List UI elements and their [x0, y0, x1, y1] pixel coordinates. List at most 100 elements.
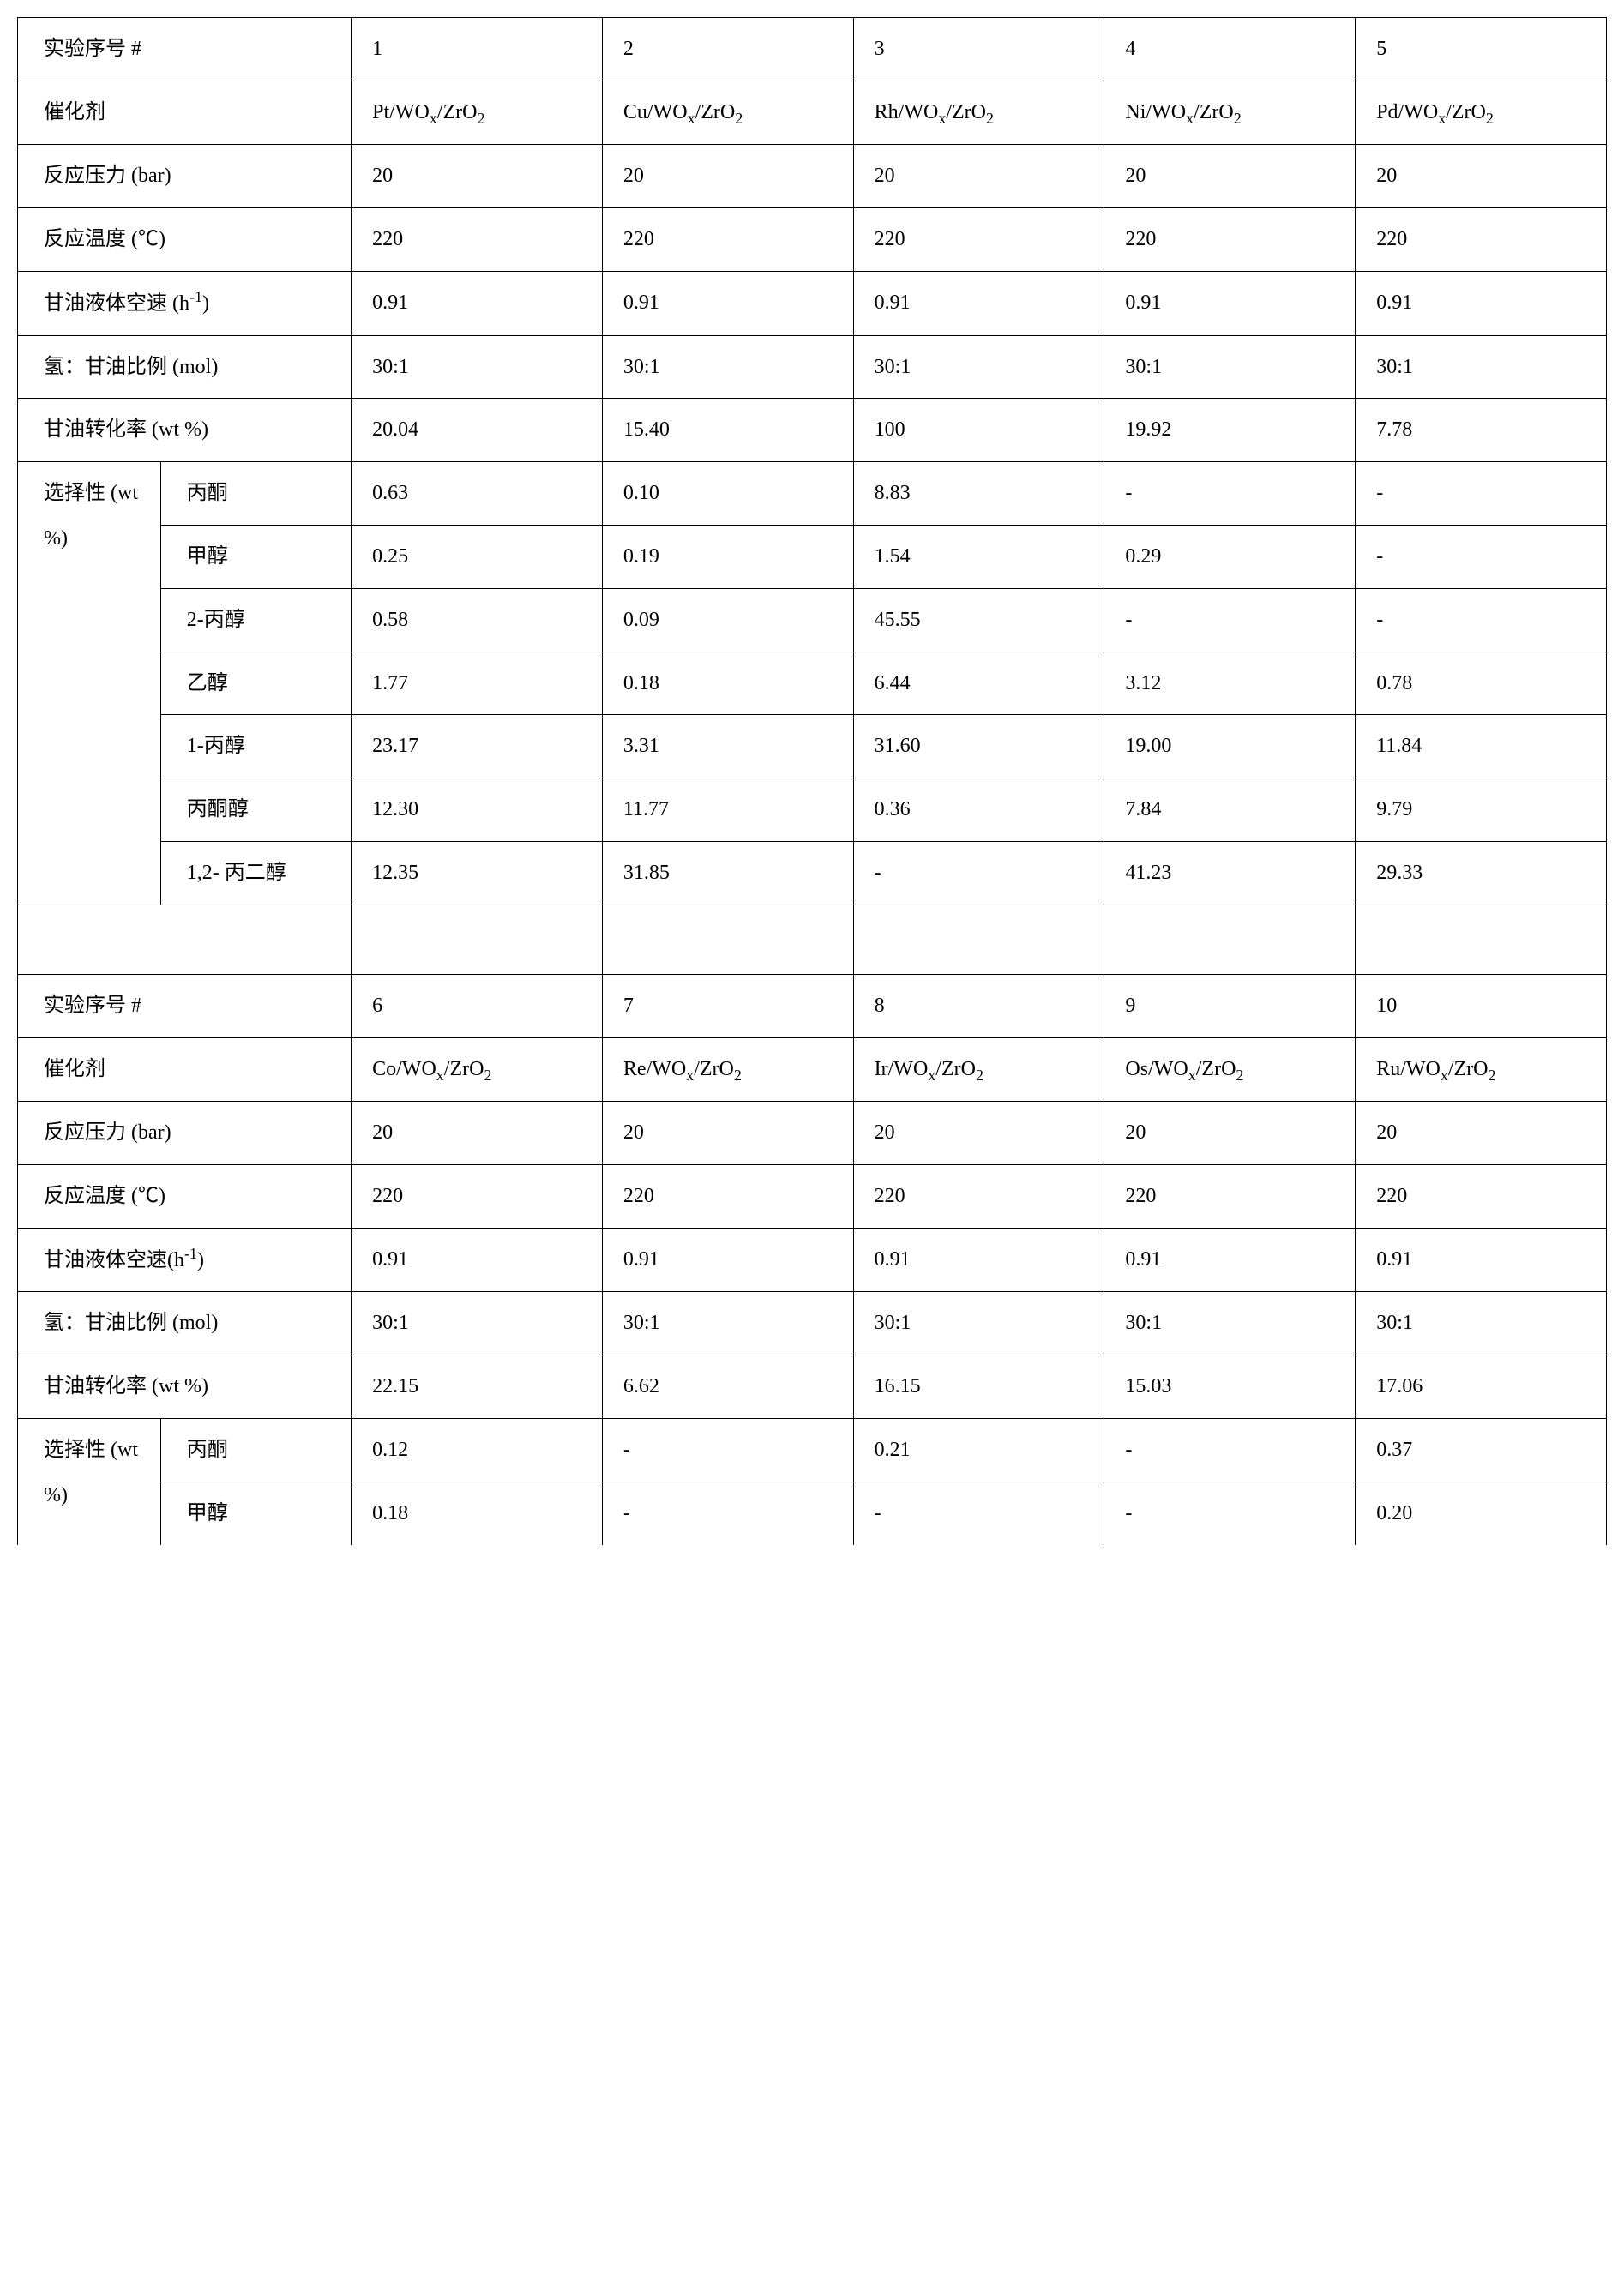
table-row: 选择性 (wt %) 丙酮 0.12 - 0.21 - 0.37: [18, 1418, 1607, 1482]
table-row: 甲醇 0.25 0.19 1.54 0.29 -: [18, 525, 1607, 588]
cell: 0.78: [1356, 652, 1607, 715]
cell: 1: [352, 18, 603, 81]
table-row: 甘油液体空速 (h-1) 0.91 0.91 0.91 0.91 0.91: [18, 271, 1607, 335]
table-row: 1,2- 丙二醇 12.35 31.85 - 41.23 29.33: [18, 841, 1607, 905]
cell: 11.84: [1356, 715, 1607, 778]
cell: 0.58: [352, 588, 603, 652]
cell: 0.91: [352, 271, 603, 335]
cell: 30:1: [853, 335, 1104, 399]
cell: -: [853, 1482, 1104, 1544]
row-label: 催化剂: [18, 1037, 352, 1101]
table-row: 丙酮醇 12.30 11.77 0.36 7.84 9.79: [18, 778, 1607, 842]
table-row: 氢：甘油比例 (mol) 30:1 30:1 30:1 30:1 30:1: [18, 1292, 1607, 1355]
cell: 0.20: [1356, 1482, 1607, 1544]
cell: 15.03: [1104, 1355, 1356, 1419]
cell: 220: [853, 1164, 1104, 1228]
cell: 0.09: [602, 588, 853, 652]
cell: 0.91: [1356, 1228, 1607, 1292]
cell: 0.19: [602, 525, 853, 588]
cell: 0.18: [602, 652, 853, 715]
cell: 16.15: [853, 1355, 1104, 1419]
cell: 0.36: [853, 778, 1104, 842]
cell: -: [1356, 588, 1607, 652]
cell: 20: [602, 145, 853, 208]
cell: 220: [352, 1164, 603, 1228]
cell: 20: [352, 145, 603, 208]
table-row: 选择性 (wt %) 丙酮 0.63 0.10 8.83 - -: [18, 462, 1607, 526]
row-label: 氢：甘油比例 (mol): [18, 1292, 352, 1355]
cell: -: [1356, 525, 1607, 588]
table-row: 甲醇 0.18 - - - 0.20: [18, 1482, 1607, 1544]
cell: -: [1104, 462, 1356, 526]
cell: 20: [1356, 1101, 1607, 1164]
cell: -: [1104, 1482, 1356, 1544]
cell: 0.91: [602, 1228, 853, 1292]
row-label: 实验序号 #: [18, 18, 352, 81]
cell: 3: [853, 18, 1104, 81]
cell: Pt/WOx/ZrO2: [352, 81, 603, 144]
row-group-label: 选择性 (wt %): [18, 462, 161, 905]
cell: Co/WOx/ZrO2: [352, 1037, 603, 1101]
row-label: 甘油转化率 (wt %): [18, 399, 352, 462]
table-row: 甘油转化率 (wt %) 20.04 15.40 100 19.92 7.78: [18, 399, 1607, 462]
cell: 17.06: [1356, 1355, 1607, 1419]
row-label: 反应压力 (bar): [18, 145, 352, 208]
cell: 220: [1104, 207, 1356, 271]
cell: 0.91: [1104, 271, 1356, 335]
cell: 20: [853, 1101, 1104, 1164]
row-label: 甘油液体空速 (h-1): [18, 271, 352, 335]
row-sublabel: 丙酮: [160, 1418, 351, 1482]
cell: 6.44: [853, 652, 1104, 715]
table-row: 实验序号 # 1 2 3 4 5: [18, 18, 1607, 81]
row-label: 反应压力 (bar): [18, 1101, 352, 1164]
cell: 0.18: [352, 1482, 603, 1544]
cell: 31.60: [853, 715, 1104, 778]
row-sublabel: 甲醇: [160, 525, 351, 588]
cell: 0.37: [1356, 1418, 1607, 1482]
table-row: 反应压力 (bar) 20 20 20 20 20: [18, 1101, 1607, 1164]
cell: 41.23: [1104, 841, 1356, 905]
cell: 0.91: [1104, 1228, 1356, 1292]
table-row: 反应温度 (℃) 220 220 220 220 220: [18, 207, 1607, 271]
cell: 0.91: [1356, 271, 1607, 335]
cell: 20: [1104, 145, 1356, 208]
table-row: 实验序号 # 6 7 8 9 10: [18, 974, 1607, 1037]
cell: 220: [602, 207, 853, 271]
cell: -: [1104, 1418, 1356, 1482]
table-row: 反应压力 (bar) 20 20 20 20 20: [18, 145, 1607, 208]
cell: 1.54: [853, 525, 1104, 588]
row-group-label: 选择性 (wt %): [18, 1418, 161, 1544]
cell: 30:1: [352, 335, 603, 399]
table-row: 甘油转化率 (wt %) 22.15 6.62 16.15 15.03 17.0…: [18, 1355, 1607, 1419]
cell: 2: [602, 18, 853, 81]
cell: 220: [352, 207, 603, 271]
cell: 20: [853, 145, 1104, 208]
cell: 20: [1356, 145, 1607, 208]
cell: 15.40: [602, 399, 853, 462]
row-sublabel: 1,2- 丙二醇: [160, 841, 351, 905]
cell: Re/WOx/ZrO2: [602, 1037, 853, 1101]
cell: Os/WOx/ZrO2: [1104, 1037, 1356, 1101]
row-label: 反应温度 (℃): [18, 1164, 352, 1228]
cell: 22.15: [352, 1355, 603, 1419]
cell: 3.12: [1104, 652, 1356, 715]
cell: 220: [1104, 1164, 1356, 1228]
cell: -: [1104, 588, 1356, 652]
cell: 6.62: [602, 1355, 853, 1419]
cell: 30:1: [1104, 335, 1356, 399]
cell: 0.91: [352, 1228, 603, 1292]
cell: 30:1: [1356, 335, 1607, 399]
cell: -: [853, 841, 1104, 905]
cell: 0.12: [352, 1418, 603, 1482]
cell: Ni/WOx/ZrO2: [1104, 81, 1356, 144]
cell: 220: [1356, 207, 1607, 271]
cell: 8: [853, 974, 1104, 1037]
cell: 20: [352, 1101, 603, 1164]
row-sublabel: 乙醇: [160, 652, 351, 715]
cell: 7.84: [1104, 778, 1356, 842]
row-label: 氢：甘油比例 (mol): [18, 335, 352, 399]
table-row: 催化剂 Pt/WOx/ZrO2 Cu/WOx/ZrO2 Rh/WOx/ZrO2 …: [18, 81, 1607, 144]
cell: 220: [853, 207, 1104, 271]
cell: Ru/WOx/ZrO2: [1356, 1037, 1607, 1101]
cell: 9.79: [1356, 778, 1607, 842]
